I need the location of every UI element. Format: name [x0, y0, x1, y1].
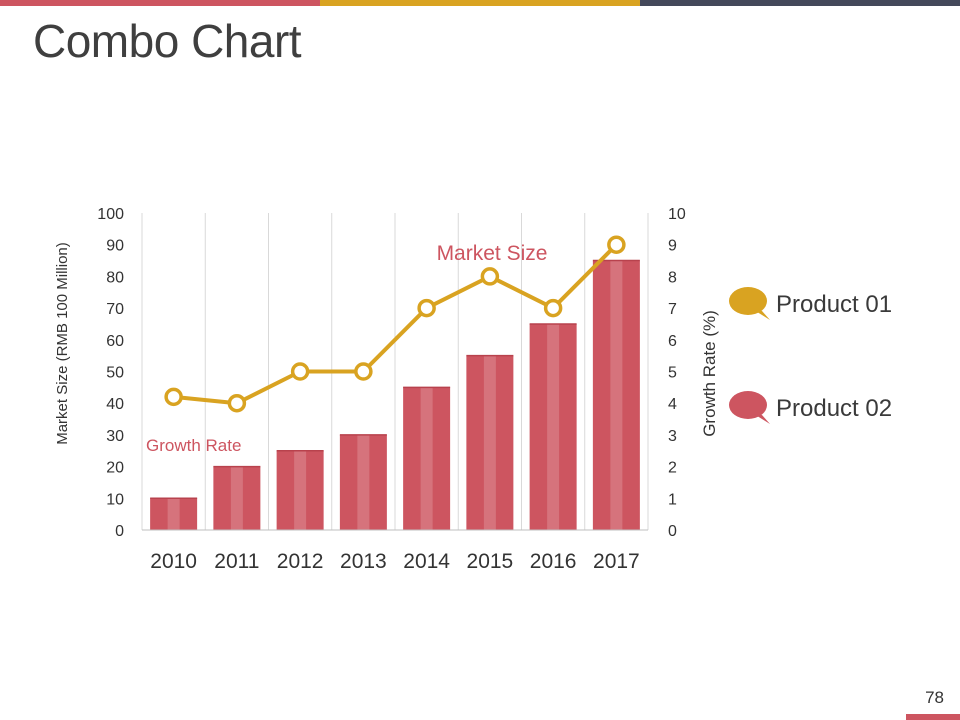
line-growth-rate	[173, 243, 618, 406]
y2-tick-label: 4	[668, 396, 677, 413]
bar-market-size	[150, 498, 198, 530]
x-tick-label: 2017	[593, 550, 640, 573]
y2-axis-title: Growth Rate (%)	[700, 310, 719, 437]
line-point-growth-rate	[543, 298, 563, 318]
legend-label: Product 01	[776, 291, 893, 318]
bar-market-size	[403, 387, 451, 530]
y-tick-label: 90	[106, 238, 124, 255]
line-point-growth-rate	[417, 298, 436, 318]
line-point-growth-rate	[227, 393, 247, 413]
page-accent-bar	[906, 714, 960, 720]
speech-bubble-icon	[729, 287, 770, 320]
x-tick-label: 2016	[530, 550, 577, 573]
y-tick-label: 10	[106, 491, 124, 508]
y2-tick-label: 6	[668, 333, 677, 350]
x-tick-label: 2015	[467, 550, 514, 573]
bar-highlight	[230, 466, 243, 530]
annotation-market-size: Market Size	[437, 242, 548, 265]
bar-highlight	[610, 260, 623, 530]
y2-tick-label: 0	[668, 523, 677, 540]
x-tick-label: 2010	[150, 550, 197, 573]
y2-tick-label: 3	[668, 428, 677, 445]
y-axis-title: Market Size (RMB 100 Million)	[54, 242, 71, 445]
y-tick-label: 0	[115, 523, 124, 540]
line-point-growth-rate	[164, 387, 183, 407]
y-tick-label: 60	[106, 333, 124, 350]
speech-bubble-icon	[729, 391, 770, 424]
bar-highlight	[483, 355, 496, 530]
legend-label: Product 02	[776, 395, 893, 422]
y2-tick-label: 9	[668, 238, 677, 255]
bar-highlight	[167, 498, 180, 530]
top-accent-bar-navy	[640, 0, 960, 6]
bar-highlight	[357, 434, 370, 530]
bar-market-size	[213, 466, 261, 530]
y-tick-label: 50	[106, 365, 124, 382]
y-tick-label: 20	[106, 460, 124, 477]
x-tick-label: 2012	[277, 550, 324, 573]
y-tick-label: 80	[106, 269, 124, 286]
bar-market-size	[276, 450, 324, 530]
y2-tick-label: 7	[668, 301, 677, 318]
bar-highlight	[547, 323, 560, 530]
line-point-growth-rate	[354, 362, 373, 381]
top-accent-bar-gold	[320, 0, 640, 6]
line-point-growth-rate	[480, 267, 500, 286]
x-tick-label: 2014	[403, 550, 450, 573]
y-tick-label: 100	[97, 206, 124, 223]
y2-tick-label: 8	[668, 269, 677, 286]
page-number: 78	[925, 688, 944, 707]
y-tick-label: 30	[106, 428, 124, 445]
annotation-growth-rate: Growth Rate	[146, 436, 241, 455]
y2-tick-label: 2	[668, 460, 677, 477]
y2-tick-label: 5	[668, 365, 677, 382]
bar-highlight	[420, 387, 433, 530]
y-tick-label: 40	[106, 396, 124, 413]
bar-market-size	[339, 434, 387, 530]
line-point-growth-rate	[607, 235, 626, 254]
y2-tick-label: 10	[668, 206, 686, 223]
bar-highlight	[294, 450, 307, 530]
slide-title: Combo Chart	[33, 15, 302, 67]
bar-market-size	[529, 323, 577, 530]
top-accent-bar-red	[0, 0, 320, 6]
y-tick-label: 70	[106, 301, 124, 318]
x-tick-label: 2013	[340, 550, 387, 573]
y2-tick-label: 1	[668, 491, 677, 508]
bar-market-size	[592, 260, 640, 530]
bar-market-size	[466, 355, 514, 530]
line-point-growth-rate	[290, 362, 310, 381]
x-tick-label: 2011	[214, 550, 259, 573]
